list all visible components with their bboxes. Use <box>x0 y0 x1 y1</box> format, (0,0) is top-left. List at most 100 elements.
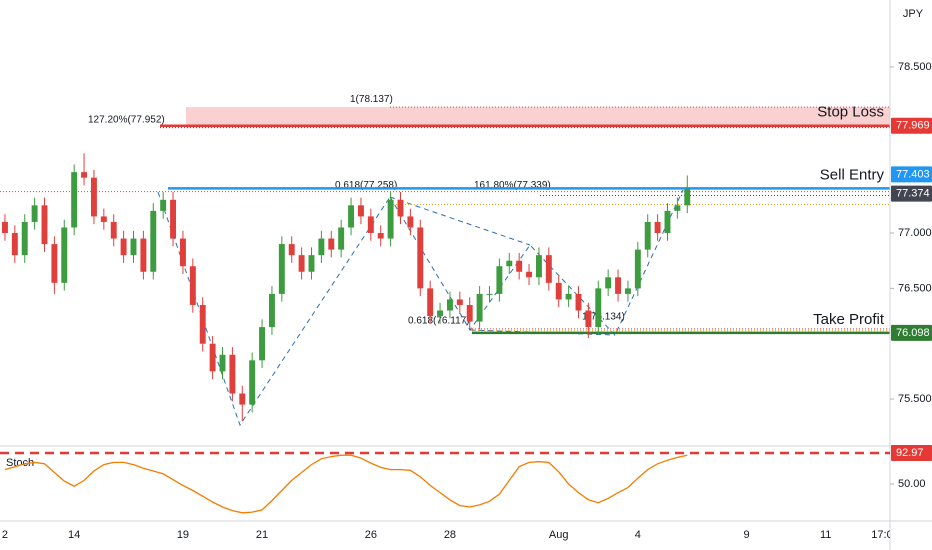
candle-body <box>595 288 602 328</box>
candle-body <box>318 238 325 256</box>
stoch-level-value-box <box>891 445 932 462</box>
x-tick-label: 2 <box>2 529 8 541</box>
candle-body <box>259 327 266 361</box>
candle-body <box>51 244 58 283</box>
level-name: Sell Entry <box>820 166 885 183</box>
candle-body <box>90 177 97 217</box>
candle-body <box>328 238 335 250</box>
candle-body <box>674 205 681 211</box>
candle-body <box>417 227 424 289</box>
candle-body <box>288 244 295 256</box>
candle-body <box>644 221 651 250</box>
x-tick-label: 21 <box>256 529 268 541</box>
candle-body <box>239 393 246 405</box>
candle-body <box>466 304 473 322</box>
candle-body <box>684 188 691 206</box>
candle-body <box>219 354 226 372</box>
candle-body <box>605 277 612 289</box>
fib-label: 0.618(77.258) <box>335 180 397 191</box>
candle-body <box>170 199 177 239</box>
candle-body <box>100 216 107 222</box>
candle-body <box>664 210 671 234</box>
candle-body <box>387 199 394 239</box>
fib-label: 0.618(76.117) <box>408 315 470 326</box>
candle-body <box>11 233 18 256</box>
plot-area: 1(78.137) 127.20%(77.952) 0.618(77.258) 161… <box>0 94 890 427</box>
candle-body <box>654 221 661 234</box>
candle-body <box>575 293 582 311</box>
candle-body <box>81 172 88 178</box>
pattern-line <box>389 196 531 246</box>
y-tick-label: 78.500 <box>898 61 932 73</box>
candle-body <box>585 310 592 328</box>
candle-body <box>130 238 137 256</box>
x-tick-label: 17:00 <box>871 529 899 541</box>
candle-body <box>278 244 285 294</box>
stop-zone <box>186 107 890 128</box>
candle-body <box>535 255 542 278</box>
candle-body <box>1 221 8 234</box>
last-price: 77.374 <box>896 188 930 200</box>
sell-entry-price: 77.403 <box>896 168 930 180</box>
stoch-level-value: 92.97 <box>896 447 924 459</box>
candle-body <box>199 304 206 344</box>
y-tick-label: 77.000 <box>898 227 932 239</box>
candle-body <box>615 277 622 294</box>
candle-body <box>71 172 78 228</box>
candle-body <box>209 343 216 372</box>
candle-body <box>140 238 147 272</box>
x-tick-label: 28 <box>444 529 456 541</box>
take-profit-price-box <box>891 324 932 341</box>
x-tick-label: Aug <box>549 529 569 541</box>
level-name: Take Profit <box>813 311 885 328</box>
fib-label: 1(78.137) <box>350 94 393 105</box>
candle-body <box>446 299 453 311</box>
x-tick-label: 9 <box>744 529 750 541</box>
candle-body <box>377 233 384 239</box>
currency: JPY <box>903 8 924 20</box>
x-tick-label: 19 <box>177 529 189 541</box>
candle-body <box>526 271 533 278</box>
fib-label: 127.20%(77.952) <box>88 114 165 125</box>
pattern-line <box>157 191 391 427</box>
fib-label: 161.80%(77.339) <box>474 180 551 191</box>
x-tick-label: 11 <box>820 529 831 541</box>
candle-body <box>308 255 315 272</box>
candle-body <box>427 288 434 317</box>
candle-body <box>357 205 364 217</box>
candle-body <box>476 293 483 322</box>
y-tick-label: 50.00 <box>898 478 926 490</box>
candle-body <box>160 199 167 211</box>
candle-body <box>110 221 117 239</box>
candle-body <box>298 255 305 272</box>
candle-body <box>565 293 572 300</box>
candle-body <box>407 216 414 228</box>
indicator-name: Stoch <box>6 457 34 469</box>
candle-body <box>179 238 186 267</box>
stop-loss-price-box <box>891 117 932 134</box>
candle-body <box>41 205 48 245</box>
candle-body <box>338 227 345 250</box>
candle-body <box>486 293 493 295</box>
candle-body <box>120 238 127 256</box>
x-tick-label: 26 <box>365 529 377 541</box>
candle-body <box>456 299 463 305</box>
candle-body <box>348 205 355 228</box>
take-profit-price: 76.098 <box>896 327 930 339</box>
level-name: Stop Loss <box>817 104 884 121</box>
y-tick-label: 75.500 <box>898 393 932 405</box>
candle-body <box>367 216 374 234</box>
stop-loss-price: 77.969 <box>896 120 930 132</box>
fib-label: 1(76.134) <box>582 312 625 323</box>
candle-body <box>268 293 275 328</box>
candle-body <box>150 210 157 272</box>
candle-body <box>229 354 236 394</box>
candle-body <box>189 266 196 305</box>
x-tick-label: 4 <box>635 529 641 541</box>
stoch-line <box>4 454 688 514</box>
candle-body <box>397 199 404 217</box>
last-price-box <box>891 185 932 202</box>
